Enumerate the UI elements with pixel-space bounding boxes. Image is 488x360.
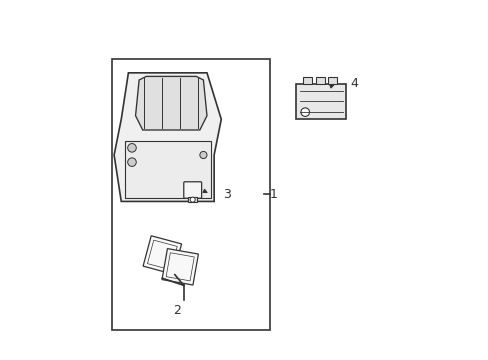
Text: 2: 2 bbox=[172, 304, 180, 317]
Bar bbox=[124, 141, 210, 198]
PathPatch shape bbox=[114, 73, 221, 202]
Circle shape bbox=[127, 144, 136, 152]
Text: 3: 3 bbox=[223, 188, 230, 201]
Text: 1: 1 bbox=[269, 188, 277, 201]
Bar bbox=[315, 77, 324, 84]
Circle shape bbox=[190, 197, 195, 202]
Bar bbox=[303, 77, 312, 84]
Bar bbox=[328, 77, 337, 84]
Circle shape bbox=[200, 152, 206, 158]
Bar bbox=[188, 197, 197, 202]
Circle shape bbox=[300, 108, 309, 116]
FancyBboxPatch shape bbox=[162, 249, 198, 285]
Circle shape bbox=[127, 158, 136, 166]
Bar bbox=[112, 59, 269, 330]
FancyBboxPatch shape bbox=[183, 182, 201, 198]
PathPatch shape bbox=[135, 76, 206, 130]
Bar bbox=[296, 84, 346, 119]
FancyBboxPatch shape bbox=[143, 236, 181, 274]
Text: 4: 4 bbox=[349, 77, 357, 90]
